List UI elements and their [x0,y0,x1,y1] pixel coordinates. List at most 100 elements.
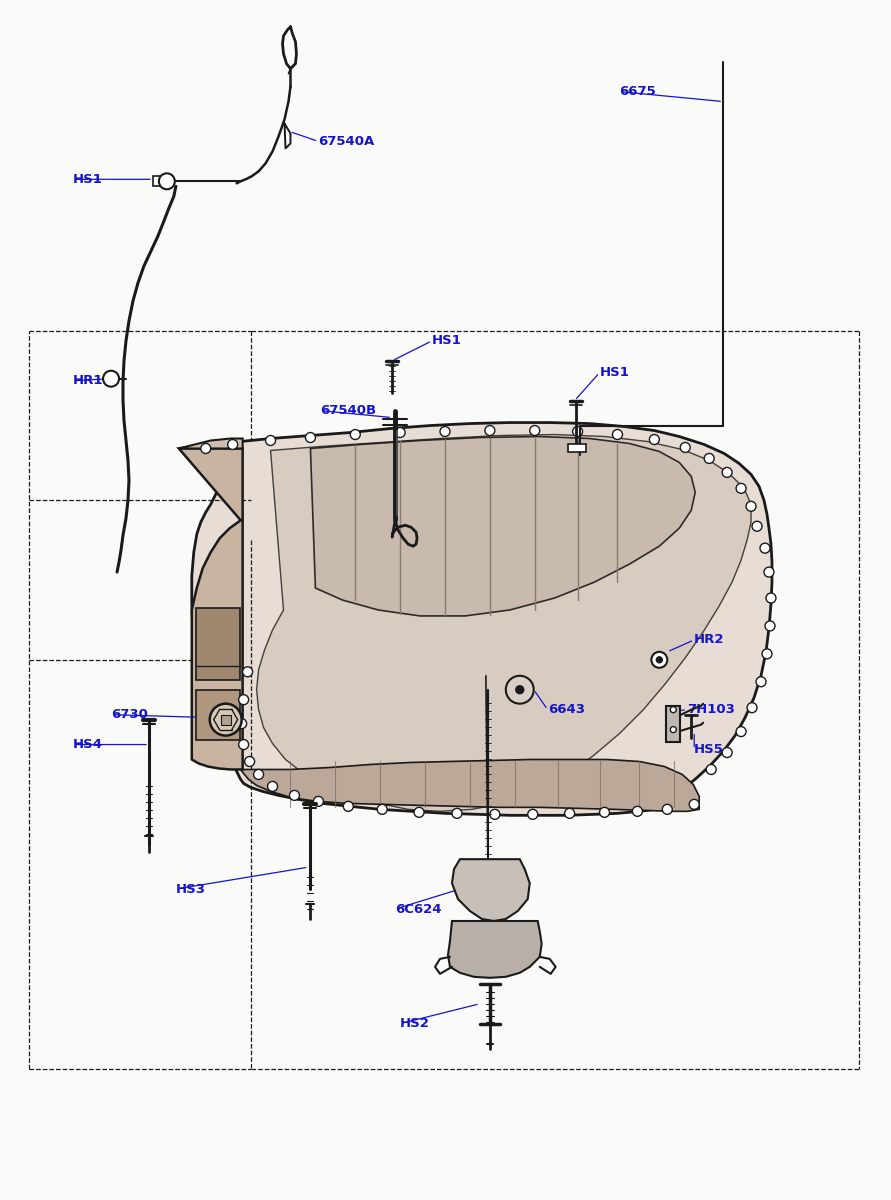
Circle shape [722,748,732,757]
Bar [651,642,669,660]
Bar [669,624,687,642]
Circle shape [762,649,772,659]
Text: 67540B: 67540B [321,404,377,418]
Circle shape [633,806,642,816]
Circle shape [440,426,450,437]
Bar [616,606,634,624]
Bar [705,588,723,606]
Text: 6C624: 6C624 [395,902,442,916]
Circle shape [722,468,732,478]
Circle shape [680,443,691,452]
Text: HS5: HS5 [694,743,724,756]
Circle shape [242,667,253,677]
Text: HS1: HS1 [432,335,462,347]
Bar [616,642,634,660]
Text: 7H103: 7H103 [687,703,735,716]
Text: HS3: HS3 [176,882,206,895]
Bar [221,715,231,725]
Bar [598,624,616,642]
Text: HS1: HS1 [600,366,629,379]
Circle shape [200,444,211,454]
Circle shape [290,791,299,800]
Circle shape [736,727,746,737]
Bar [616,534,634,552]
Text: HS2: HS2 [400,1018,430,1030]
Circle shape [485,426,495,436]
Circle shape [452,809,462,818]
Circle shape [707,764,716,774]
Circle shape [736,484,746,493]
Bar [598,552,616,570]
Circle shape [395,427,405,438]
Circle shape [764,568,774,577]
Circle shape [527,809,537,820]
Circle shape [651,652,667,667]
Circle shape [506,676,534,703]
Bar [153,176,161,186]
Bar [705,624,723,642]
Circle shape [704,454,715,463]
Polygon shape [179,449,242,769]
Bar [669,552,687,570]
Circle shape [490,809,500,820]
Bar [568,444,585,452]
Circle shape [245,756,255,767]
Circle shape [746,502,756,511]
Bar [579,606,598,624]
Circle shape [209,703,241,736]
Circle shape [377,804,388,815]
Circle shape [159,173,175,190]
Polygon shape [448,920,542,978]
Circle shape [766,593,776,602]
Polygon shape [179,422,772,815]
Circle shape [414,808,424,817]
Circle shape [237,719,247,728]
Bar [579,642,598,660]
Bar [634,552,651,570]
Circle shape [662,804,673,815]
Polygon shape [452,859,530,920]
Bar [669,588,687,606]
Circle shape [670,707,676,713]
Circle shape [760,544,770,553]
Polygon shape [257,434,751,811]
Bar [669,516,687,534]
Polygon shape [241,760,699,811]
Text: 67540A: 67540A [318,134,374,148]
Text: SCH: SCH [310,520,597,641]
Circle shape [254,769,264,780]
Bar [666,706,680,742]
Circle shape [267,781,277,792]
Bar [651,534,669,552]
Text: ilL: ilL [430,576,577,684]
Circle shape [752,521,762,532]
Circle shape [690,799,699,809]
Circle shape [650,434,659,444]
Circle shape [765,620,775,631]
Circle shape [228,439,238,450]
Circle shape [756,677,766,686]
Circle shape [239,695,249,704]
Bar [651,570,669,588]
Circle shape [343,802,354,811]
Circle shape [657,656,662,662]
Bar [687,570,705,588]
Circle shape [350,430,360,439]
Circle shape [612,430,623,439]
Bar [634,516,651,534]
Bar [616,570,634,588]
Bar [687,606,705,624]
Bar [651,606,669,624]
Polygon shape [179,438,242,449]
Polygon shape [310,437,695,616]
Bar [687,534,705,552]
Circle shape [239,739,249,750]
Bar [196,608,240,679]
Bar [705,516,723,534]
Bar [598,588,616,606]
Bar [687,642,705,660]
Circle shape [103,371,119,386]
Circle shape [530,426,540,436]
Bar [705,552,723,570]
Circle shape [600,808,609,817]
